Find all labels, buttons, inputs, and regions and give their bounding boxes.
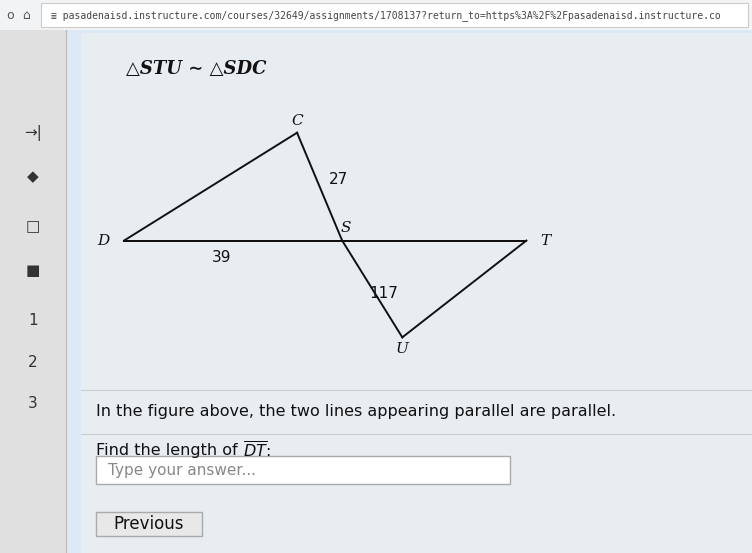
- Text: 2: 2: [29, 354, 38, 370]
- Text: Type your answer...: Type your answer...: [108, 462, 256, 478]
- Text: D: D: [97, 233, 109, 248]
- Text: □: □: [26, 219, 41, 234]
- Text: C: C: [291, 113, 303, 128]
- Text: ⌂: ⌂: [23, 9, 30, 22]
- Bar: [96, 512, 202, 536]
- Text: In the figure above, the two lines appearing parallel are parallel.: In the figure above, the two lines appea…: [96, 404, 617, 420]
- Text: ≣ pasadenaisd.instructure.com/courses/32649/assignments/1708137?return_to=https%: ≣ pasadenaisd.instructure.com/courses/32…: [51, 10, 721, 20]
- Text: $\overline{DT}$:: $\overline{DT}$:: [243, 441, 271, 461]
- Text: o: o: [6, 9, 14, 22]
- Text: T: T: [540, 233, 550, 248]
- Bar: [0, 0, 752, 30]
- Bar: [96, 456, 510, 484]
- Text: ■: ■: [26, 263, 41, 279]
- Text: △STU ∼ △SDC: △STU ∼ △SDC: [126, 60, 267, 78]
- Text: 3: 3: [29, 396, 38, 411]
- Text: 27: 27: [329, 172, 348, 187]
- Text: 39: 39: [212, 249, 232, 265]
- Bar: [81, 33, 752, 553]
- Text: 1: 1: [29, 313, 38, 328]
- Bar: [0, 30, 66, 553]
- Text: 117: 117: [369, 285, 398, 301]
- Text: Find the length of: Find the length of: [96, 443, 243, 458]
- Text: →|: →|: [24, 125, 42, 140]
- Bar: [41, 3, 748, 27]
- Text: ◆: ◆: [27, 169, 39, 185]
- Text: S: S: [341, 221, 351, 236]
- Text: Previous: Previous: [114, 515, 184, 533]
- Text: U: U: [396, 342, 409, 357]
